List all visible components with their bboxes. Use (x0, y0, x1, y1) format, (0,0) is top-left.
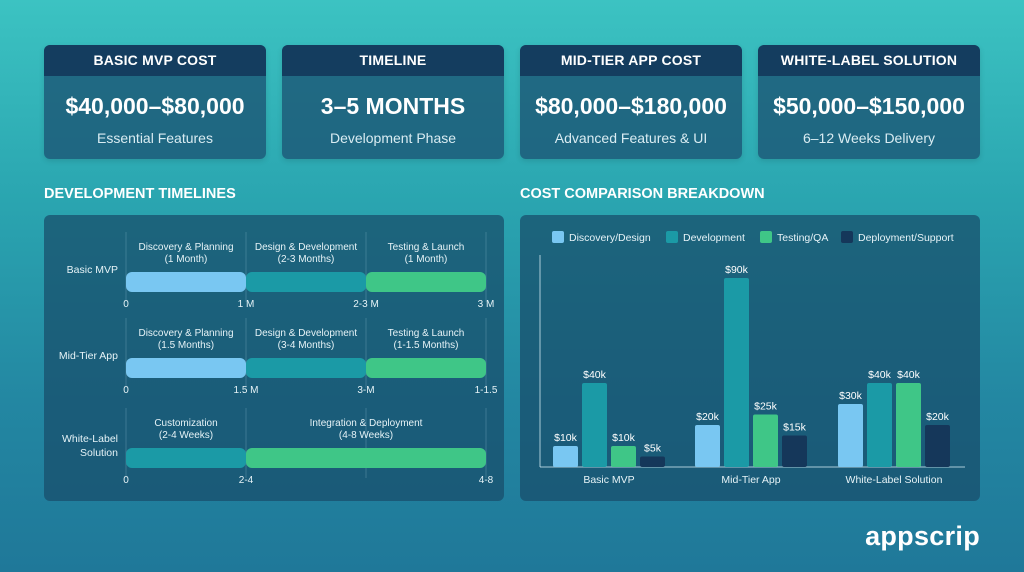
timeline-row-label: Solution (80, 447, 118, 459)
comparison-section-title: COST COMPARISON BREAKDOWN (520, 186, 765, 202)
cost-chart-panel: Discovery/Design Development Testing/QA Dep… (520, 215, 980, 501)
timeline-phase-bar (126, 272, 246, 292)
bar-value-label: $5k (644, 443, 662, 455)
bar-value-label: $15k (783, 422, 807, 434)
timeline-phase-bar (246, 448, 486, 468)
timeline-tick-label: 1 M (238, 299, 255, 310)
bar-value-label: $90k (725, 264, 749, 276)
bar-value-label: $20k (696, 411, 720, 423)
timeline-phase-duration: (4-8 Weeks) (339, 430, 393, 441)
timeline-tick-label: 2-4 (239, 475, 254, 486)
timeline-phase-name: Customization (154, 418, 217, 429)
category-label: Basic MVP (583, 474, 634, 486)
bar (782, 435, 807, 467)
legend-label: Development (683, 232, 745, 244)
timeline-phase-name: Discovery & Planning (138, 328, 233, 339)
timeline-phase-name: Discovery & Planning (138, 242, 233, 253)
card-title: BASIC MVP COST (44, 45, 266, 76)
bar (582, 383, 607, 467)
timeline-phase-bar (246, 358, 366, 378)
timeline-phase-duration: (2-3 Months) (278, 254, 335, 265)
timeline-card: TIMELINE 3–5 MONTHS Development Phase (282, 45, 504, 159)
basic-mvp-cost-card: BASIC MVP COST $40,000–$80,000 Essential… (44, 45, 266, 159)
bar (553, 446, 578, 467)
timeline-tick-label: 1-1.5 (475, 385, 498, 396)
timeline-phase-name: Testing & Launch (388, 328, 465, 339)
bar (753, 414, 778, 467)
card-subtitle: Development Phase (329, 130, 457, 146)
mid-tier-cost-card: MID-TIER APP COST $80,000–$180,000 Advan… (520, 45, 742, 159)
card-subtitle: Essential Features (97, 130, 213, 146)
legend-swatch (841, 231, 853, 243)
bar-value-label: $30k (839, 390, 863, 402)
legend-label: Testing/QA (777, 232, 828, 244)
bar (838, 404, 863, 467)
timeline-phase-name: Design & Development (255, 242, 357, 253)
timeline-phase-duration: (1 Month) (165, 254, 208, 265)
bar-value-label: $25k (754, 401, 778, 413)
timeline-phase-bar (126, 448, 246, 468)
card-title: WHITE-LABEL SOLUTION (758, 45, 980, 76)
timeline-phase-duration: (1-1.5 Months) (393, 340, 458, 351)
timeline-tick-label: 4-8 (479, 475, 494, 486)
timeline-phase-duration: (3-4 Months) (278, 340, 335, 351)
card-subtitle: Advanced Features & UI (554, 130, 708, 146)
timeline-phase-name: Design & Development (255, 328, 357, 339)
card-value: $50,000–$150,000 (773, 93, 965, 119)
bar-value-label: $40k (868, 369, 892, 381)
bar (695, 425, 720, 467)
brand-logo: appscrip (865, 521, 980, 551)
bar (867, 383, 892, 467)
legend-label: Discovery/Design (569, 232, 651, 244)
timeline-phase-duration: (1 Month) (405, 254, 448, 265)
category-label: White-Label Solution (846, 474, 943, 486)
bar-value-label: $10k (612, 432, 636, 444)
timeline-phase-bar (366, 272, 486, 292)
timeline-phase-bar (126, 358, 246, 378)
timeline-tick-label: 2-3 M (353, 299, 379, 310)
timeline-row-label: White-Label (62, 433, 118, 445)
bar-value-label: $40k (897, 369, 921, 381)
timeline-phase-duration: (1.5 Months) (158, 340, 214, 351)
timeline-tick-label: 0 (123, 299, 129, 310)
bar (724, 278, 749, 467)
card-value: 3–5 MONTHS (320, 93, 466, 119)
timeline-row-label: Mid-Tier App (59, 350, 118, 362)
timelines-section-title: DEVELOPMENT TIMELINES (44, 186, 236, 202)
card-subtitle: 6–12 Weeks Delivery (802, 130, 936, 146)
bar (896, 383, 921, 467)
bar (611, 446, 636, 467)
timeline-phase-duration: (2-4 Weeks) (159, 430, 213, 441)
timeline-tick-label: 3 M (478, 299, 495, 310)
card-value: $80,000–$180,000 (535, 93, 727, 119)
timeline-panel: Basic MVP Discovery & Planning (1 Month) De… (44, 215, 504, 501)
timeline-phase-name: Testing & Launch (388, 242, 465, 253)
timeline-tick-label: 0 (123, 385, 129, 396)
timeline-phase-bar (366, 358, 486, 378)
timeline-phase-bar (246, 272, 366, 292)
cost-bar-chart: Discovery/Design Development Testing/QA Dep… (539, 231, 965, 486)
timeline-phase-name: Integration & Deployment (310, 418, 423, 429)
white-label-card: WHITE-LABEL SOLUTION $50,000–$150,000 6–… (758, 45, 980, 159)
bar-value-label: $40k (583, 369, 607, 381)
timeline-row-label: Basic MVP (67, 264, 118, 276)
legend-swatch (552, 231, 564, 243)
timeline-tick-label: 1.5 M (233, 385, 258, 396)
legend-swatch (666, 231, 678, 243)
bar (925, 425, 950, 467)
timeline-tick-label: 0 (123, 475, 129, 486)
bar-value-label: $20k (926, 411, 950, 423)
legend-label: Deployment/Support (858, 232, 954, 244)
legend-swatch (760, 231, 772, 243)
timeline-tick-label: 3-M (357, 385, 374, 396)
category-label: Mid-Tier App (721, 474, 780, 486)
bar-value-label: $10k (554, 432, 578, 444)
bar (640, 456, 665, 467)
card-title: TIMELINE (282, 45, 504, 76)
card-title: MID-TIER APP COST (520, 45, 742, 76)
card-value: $40,000–$80,000 (65, 93, 245, 119)
